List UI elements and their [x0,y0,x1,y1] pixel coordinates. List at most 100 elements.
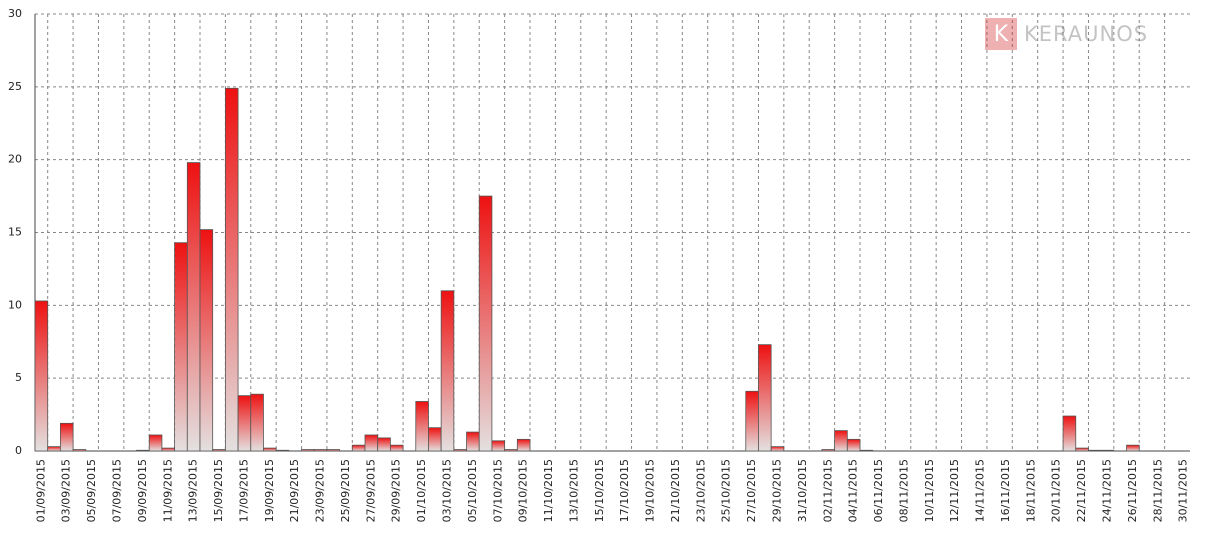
bar [136,449,150,452]
x-tick-label: 23/10/2015 [694,459,707,522]
x-tick-label: 09/10/2015 [517,459,530,522]
bar [174,242,188,452]
bar [301,449,315,452]
x-tick-label: 28/11/2015 [1151,459,1164,522]
bar [834,430,848,452]
bar [377,437,391,452]
x-tick-label: 03/09/2015 [60,459,73,522]
bar [491,440,506,452]
x-tick-label: 15/10/2015 [593,459,606,522]
bar [770,446,785,452]
bar [1088,449,1102,452]
bar [745,390,759,452]
x-tick-label: 25/10/2015 [720,459,733,522]
y-tick-label: 5 [15,371,22,384]
bar [389,444,404,452]
bar [846,438,861,452]
bar [237,395,252,452]
x-tick-label: 17/10/2015 [618,459,631,522]
x-tick-label: 29/09/2015 [390,459,403,522]
logo-box [985,18,1017,50]
bar [1062,415,1077,452]
x-tick-label: 26/11/2015 [1126,459,1139,522]
x-tick-label: 25/09/2015 [339,459,352,522]
x-tick-label: 14/11/2015 [974,459,987,522]
bar [47,446,61,452]
bar [224,87,239,452]
y-tick-label: 10 [8,298,22,311]
x-tick-label: 22/11/2015 [1075,459,1088,522]
x-tick-label: 19/09/2015 [263,459,276,522]
x-tick-label: 31/10/2015 [796,459,809,522]
bar [1126,444,1140,452]
bar [199,229,214,452]
y-tick-label: 15 [8,226,22,239]
bar [758,344,772,452]
x-tick-label: 21/10/2015 [669,459,682,522]
x-tick-label: 02/11/2015 [821,459,834,522]
bar [453,449,467,452]
bar [821,449,836,452]
logo-text: KERAUNOS [1024,22,1148,46]
x-tick-label: 05/09/2015 [85,459,98,522]
x-tick-label: 12/11/2015 [948,459,961,522]
bar [428,427,442,452]
x-tick-label: 13/10/2015 [567,459,580,522]
bar [478,195,493,452]
x-tick-label: 11/09/2015 [161,459,174,522]
bar [212,449,226,452]
x-tick-label: 03/10/2015 [441,459,454,522]
y-tick-label: 20 [8,153,22,166]
bar [1075,447,1089,452]
bar [364,434,379,452]
x-tick-label: 16/11/2015 [999,459,1012,522]
x-tick-label: 13/09/2015 [187,459,200,522]
bar [186,162,201,452]
bar [313,449,328,452]
logo-icon: K [994,22,1009,47]
x-tick-label: 24/11/2015 [1101,459,1114,522]
bar [504,449,518,452]
watermark: K KERAUNOS [985,18,1148,50]
x-tick-label: 18/11/2015 [1024,459,1037,522]
x-tick-label: 05/10/2015 [466,459,479,522]
bar [59,422,74,452]
bar [148,434,163,452]
bar [415,401,429,452]
bar [250,393,264,452]
y-tick-label: 30 [8,7,22,20]
x-tick-label: 07/10/2015 [491,459,504,522]
bar [1100,449,1115,452]
x-tick-label: 04/11/2015 [847,459,860,522]
bar [34,300,49,452]
bar [275,449,290,452]
bar [72,449,87,452]
x-tick-label: 27/10/2015 [745,459,758,522]
x-tick-label: 01/09/2015 [34,459,47,522]
x-tick-label: 11/10/2015 [542,459,555,522]
x-tick-label: 19/10/2015 [644,459,657,522]
bar [440,290,455,452]
x-tick-label: 20/11/2015 [1050,459,1063,522]
x-tick-label: 06/11/2015 [872,459,885,522]
x-tick-label: 17/09/2015 [237,459,250,522]
bar [466,431,480,452]
x-tick-label: 15/09/2015 [212,459,225,522]
x-tick-label: 30/11/2015 [1177,459,1190,522]
x-tick-label: 08/11/2015 [897,459,910,522]
y-tick-label: 0 [15,444,22,457]
x-tick-label: 23/09/2015 [314,459,327,522]
bar [263,447,277,452]
x-tick-label: 09/09/2015 [136,459,149,522]
x-tick-label: 10/11/2015 [923,459,936,522]
bar [516,438,531,452]
y-tick-label: 25 [8,80,22,93]
bar [161,447,176,452]
bar [859,449,874,452]
x-tick-label: 27/09/2015 [364,459,377,522]
bar [351,444,366,452]
bar [326,449,341,452]
x-tick-label: 21/09/2015 [288,459,301,522]
